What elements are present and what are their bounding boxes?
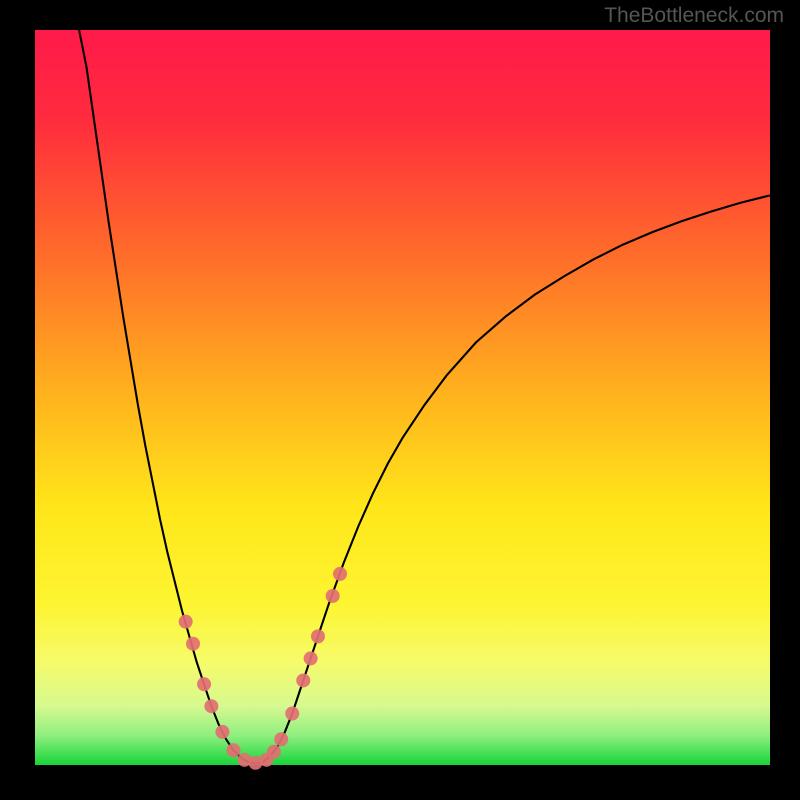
curve-marker bbox=[304, 651, 318, 665]
curve-marker bbox=[267, 745, 281, 759]
curve-marker bbox=[326, 589, 340, 603]
curve-marker bbox=[285, 707, 299, 721]
chart-canvas: TheBottleneck.com bbox=[0, 0, 800, 800]
curve-marker bbox=[197, 677, 211, 691]
plot-background bbox=[35, 30, 770, 765]
watermark-text: TheBottleneck.com bbox=[604, 4, 784, 28]
curve-marker bbox=[296, 673, 310, 687]
bottleneck-curve-chart bbox=[0, 0, 800, 800]
curve-marker bbox=[204, 699, 218, 713]
curve-marker bbox=[215, 725, 229, 739]
curve-marker bbox=[226, 743, 240, 757]
curve-marker bbox=[333, 567, 347, 581]
curve-marker bbox=[179, 615, 193, 629]
curve-marker bbox=[274, 732, 288, 746]
curve-marker bbox=[186, 637, 200, 651]
curve-marker bbox=[311, 629, 325, 643]
